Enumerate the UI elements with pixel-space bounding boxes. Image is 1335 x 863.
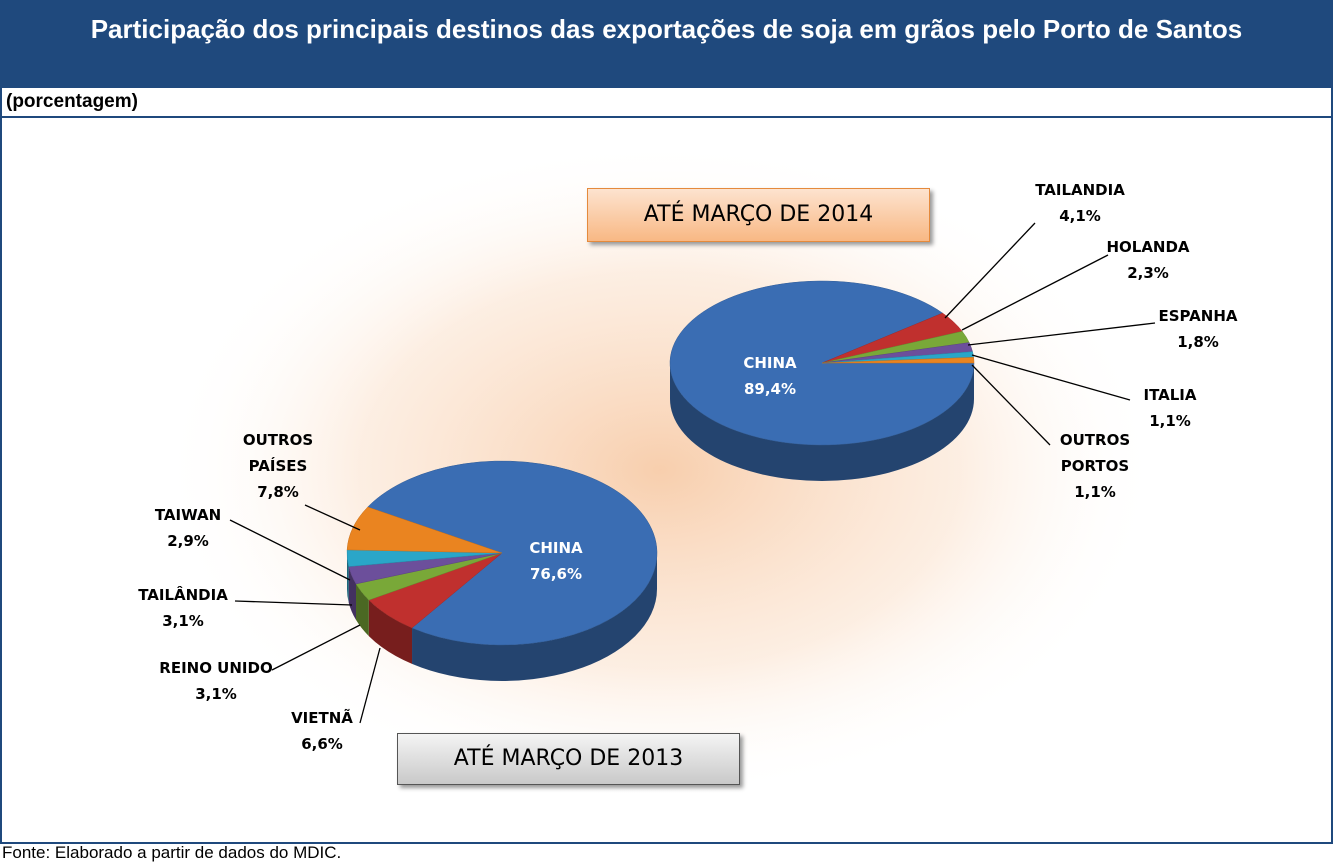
- category-label: REINO UNIDO: [159, 659, 273, 677]
- category-label: OUTROS PORTOS: [1059, 431, 1131, 475]
- source: Fonte: Elaborado a partir de dados do MD…: [2, 843, 342, 862]
- value-label: 1,8%: [1177, 333, 1219, 351]
- data-label: TAILANDIA 4,1%: [1030, 177, 1130, 229]
- slice-side: [348, 566, 357, 620]
- value-label: 2,9%: [167, 532, 209, 550]
- data-label: CHINA 76,6%: [506, 535, 606, 587]
- value-label: 2,3%: [1127, 264, 1169, 282]
- category-label: TAILANDIA: [1035, 181, 1125, 199]
- category-label: HOLANDA: [1106, 238, 1190, 256]
- slice-side: [670, 363, 974, 481]
- leader-line: [304, 504, 361, 531]
- page-title: Participação dos principais destinos das…: [0, 0, 1333, 88]
- category-label: TAIWAN: [154, 506, 222, 524]
- data-label: REINO UNIDO 3,1%: [146, 655, 286, 707]
- category-label: ITALIA: [1143, 386, 1197, 404]
- leader-line: [271, 624, 361, 671]
- leader-line: [961, 254, 1109, 331]
- chart-frame: [0, 118, 1333, 844]
- value-label: 1,1%: [1149, 412, 1191, 430]
- data-label: OUTROS PORTOS 1,1%: [1050, 427, 1140, 505]
- slice: [821, 357, 975, 364]
- data-label: CHINA 89,4%: [720, 350, 820, 402]
- data-label: TAILÂNDIA 3,1%: [123, 582, 243, 634]
- category-label: CHINA: [743, 354, 797, 372]
- leader-line: [944, 222, 1036, 319]
- value-label: 89,4%: [743, 380, 797, 398]
- data-label: OUTROS PAÍSES 7,8%: [228, 427, 328, 505]
- category-label: ESPANHA: [1158, 307, 1238, 325]
- value-label: 1,1%: [1074, 483, 1116, 501]
- leader-line: [971, 354, 1131, 401]
- value-label: 4,1%: [1059, 207, 1101, 225]
- data-label: HOLANDA 2,3%: [1098, 234, 1198, 286]
- value-label: 76,6%: [529, 565, 583, 583]
- pie-title: ATÉ MARÇO DE 2013: [397, 733, 740, 785]
- slice: [346, 506, 503, 554]
- leader-line: [359, 647, 381, 724]
- leader-line: [229, 519, 351, 581]
- slice-side: [368, 600, 413, 664]
- category-label: OUTROS PAÍSES: [242, 431, 314, 475]
- category-label: VIETNÃ: [291, 709, 353, 727]
- leader-line: [234, 600, 353, 606]
- value-label: 6,6%: [301, 735, 343, 753]
- leader-line: [967, 322, 1156, 346]
- pie-title: ATÉ MARÇO DE 2014: [587, 188, 930, 242]
- data-label: TAIWAN 2,9%: [138, 502, 238, 554]
- leader-line: [971, 364, 1051, 446]
- value-label: 7,8%: [257, 483, 299, 501]
- slice-side: [412, 553, 657, 682]
- data-label: VIETNÃ 6,6%: [272, 705, 372, 757]
- value-label: 3,1%: [162, 612, 204, 630]
- data-label: ITALIA 1,1%: [1120, 382, 1220, 434]
- category-label: TAILÂNDIA: [138, 586, 228, 604]
- slice: [367, 460, 658, 646]
- category-label: CHINA: [529, 539, 583, 557]
- value-label: 3,1%: [195, 685, 237, 703]
- data-label: ESPANHA 1,8%: [1148, 303, 1248, 355]
- subtitle: (porcentagem): [0, 88, 1333, 118]
